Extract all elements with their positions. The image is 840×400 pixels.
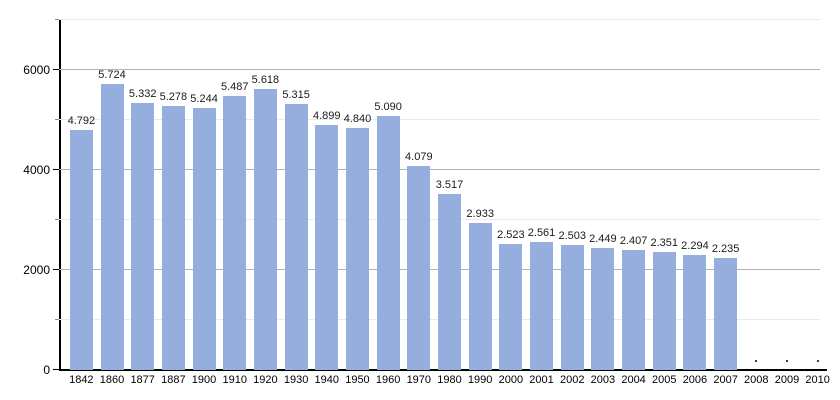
x-tick-label: 1910 (222, 374, 247, 386)
x-tick-label: 2006 (682, 374, 708, 386)
no-data-dot (816, 360, 819, 362)
y-tick-label: 4000 (23, 163, 50, 177)
major-gridline (59, 69, 820, 70)
bar-2007 (714, 258, 738, 370)
bar-value-label: 4.840 (343, 113, 372, 125)
x-tick-label: 2009 (774, 374, 800, 386)
x-tick-label: 2007 (713, 374, 738, 386)
bar-value-label: 3.517 (435, 179, 464, 192)
bar-1910 (223, 95, 247, 370)
bar-value-label: 5.090 (374, 100, 402, 113)
bar-value-label: 2.503 (558, 229, 586, 242)
y-tick-label: 2000 (23, 263, 50, 277)
y-minor-tick (55, 219, 59, 220)
y-minor-tick (55, 19, 59, 20)
bar-value-label: 2.294 (681, 240, 709, 253)
bar-value-label: 2.449 (589, 232, 617, 245)
x-tick-label: 2000 (498, 374, 524, 386)
bar-1860 (100, 83, 124, 370)
x-tick-label: 2005 (652, 374, 677, 386)
bar-value-label: 4.792 (67, 115, 96, 128)
bar-1990 (468, 223, 492, 370)
bar-value-label: 5.278 (159, 91, 188, 104)
bar-value-label: 2.561 (527, 226, 556, 239)
bar-value-label: 2.351 (650, 237, 679, 250)
y-axis-line (59, 20, 61, 370)
x-tick-label: 2008 (744, 374, 769, 386)
minor-gridline (59, 19, 820, 20)
bar-2002 (560, 244, 584, 370)
x-tick-label: 1990 (467, 374, 493, 386)
x-tick-label: 2002 (559, 374, 585, 386)
x-tick-label: 2003 (590, 374, 616, 386)
bar-value-label: 5.244 (190, 92, 218, 105)
x-tick-label: 2001 (529, 374, 554, 386)
y-major-tick (53, 69, 59, 70)
bar-1970 (407, 166, 431, 370)
x-tick-label: 2004 (621, 374, 646, 386)
x-tick-label: 1860 (99, 374, 125, 386)
x-tick-label: 1970 (406, 374, 432, 386)
y-major-tick (53, 369, 59, 370)
y-major-tick (53, 269, 59, 270)
bar-1950 (345, 128, 369, 370)
x-tick-label: 1877 (130, 374, 155, 386)
y-minor-tick (55, 119, 59, 120)
x-tick-label: 1980 (437, 374, 462, 386)
x-tick-label: 1842 (69, 374, 94, 386)
bar-1877 (131, 103, 155, 370)
bar-1920 (253, 89, 277, 370)
bar-value-label: 5.618 (251, 74, 280, 87)
bar-value-label: 5.315 (282, 89, 310, 102)
bar-1900 (192, 107, 216, 370)
major-gridline (59, 169, 820, 170)
bar-value-label: 4.899 (313, 110, 341, 123)
x-tick-label: 1887 (161, 374, 186, 386)
bar-2003 (591, 247, 615, 370)
bar-value-label: 2.407 (619, 234, 648, 247)
bar-value-label: 2.523 (497, 228, 525, 241)
plot-area: 0 2000 4000 6000 4.792 1842 5.724 1860 5.332 1877… (23, 19, 830, 386)
bar-1960 (376, 115, 400, 370)
minor-gridline (59, 119, 820, 120)
bar-2001 (530, 241, 554, 370)
x-axis-line (59, 369, 827, 371)
bar-1842 (69, 130, 93, 370)
bar-value-label: 4.079 (405, 151, 433, 164)
x-tick-label: 1930 (283, 374, 309, 386)
y-tick-label: 0 (43, 363, 50, 377)
bar-2005 (652, 252, 676, 370)
y-minor-tick (55, 319, 59, 320)
bar-value-label: 5.724 (98, 68, 126, 81)
y-major-tick (53, 169, 59, 170)
bar-value-label: 2.235 (711, 243, 740, 256)
bar-2000 (499, 243, 523, 370)
bar-value-label: 5.332 (128, 88, 157, 101)
x-tick-label: 1900 (191, 374, 217, 386)
bar-value-label: 2.933 (466, 208, 494, 221)
x-tick-label: 2010 (805, 374, 830, 386)
x-tick-label: 1940 (314, 374, 339, 386)
y-tick-label: 6000 (23, 63, 50, 77)
bar-2006 (683, 255, 707, 370)
bar-value-label: 5.487 (220, 80, 249, 93)
x-tick-label: 1950 (345, 374, 370, 386)
no-data-dot (755, 360, 758, 362)
x-tick-label: 1920 (253, 374, 278, 386)
x-tick-label: 1960 (375, 374, 401, 386)
bar-1980 (438, 194, 461, 370)
bar-1930 (284, 104, 308, 370)
bar-2004 (622, 249, 646, 370)
bar-1940 (315, 125, 339, 370)
bar-1887 (161, 106, 185, 370)
no-data-dot (785, 360, 788, 362)
